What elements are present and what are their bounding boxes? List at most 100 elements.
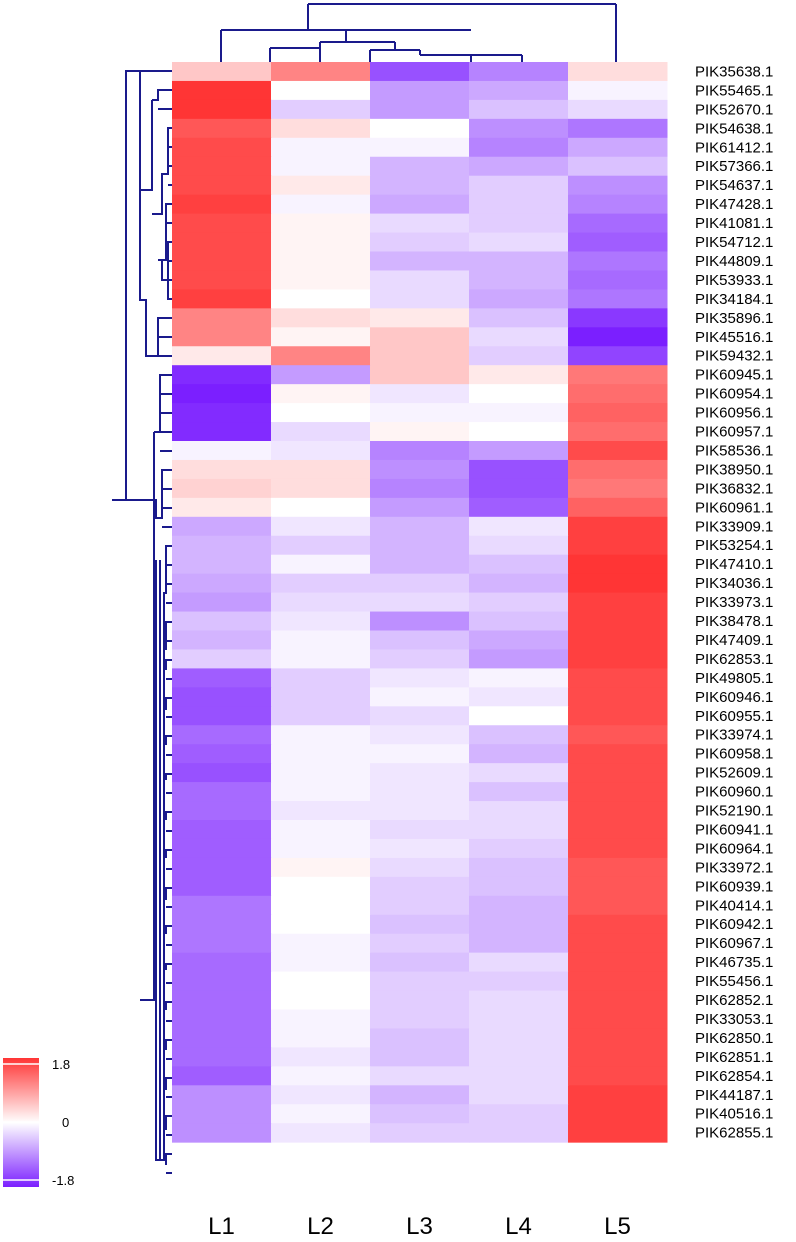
heatmap-cell: [469, 914, 569, 935]
heatmap-cell: [271, 213, 371, 234]
heatmap-cell: [172, 384, 272, 404]
heatmap-cell: [469, 270, 569, 290]
heatmap-cell: [568, 914, 668, 935]
heatmap-cell: [172, 1047, 272, 1067]
row-label: PIK49805.1: [695, 670, 773, 687]
heatmap-cell: [370, 687, 470, 707]
heatmap-cell: [370, 630, 470, 650]
heatmap-cell: [370, 801, 470, 821]
heatmap-cell: [172, 1028, 272, 1048]
row-label: PIK55465.1: [695, 82, 773, 99]
row-label: PIK60942.1: [695, 916, 773, 933]
heatmap-cell: [172, 516, 272, 537]
heatmap-cell: [271, 895, 371, 916]
row-label: PIK60939.1: [695, 878, 773, 895]
legend-label-max: 1.8: [52, 1057, 70, 1072]
heatmap-cell: [469, 251, 569, 271]
heatmap-cell: [568, 497, 668, 518]
heatmap-cell: [469, 857, 569, 878]
heatmap-cell: [370, 175, 470, 196]
row-label: PIK60967.1: [695, 935, 773, 952]
heatmap-cell: [469, 611, 569, 631]
dendrogram-branch: [126, 432, 155, 501]
heatmap-cell: [172, 1066, 272, 1086]
heatmap-cell: [469, 801, 569, 821]
color-scale-legend: 1.8 0 -1.8: [3, 1057, 74, 1188]
row-label: PIK47428.1: [695, 196, 773, 213]
heatmap-cell: [271, 630, 371, 650]
heatmap-cell: [271, 516, 371, 537]
heatmap-cell: [271, 1123, 371, 1143]
column-dendrogram: [220, 3, 617, 62]
dendrogram-branch: [139, 71, 153, 191]
heatmap-cell: [469, 62, 569, 82]
heatmap-cell: [271, 952, 371, 973]
row-label: PIK60957.1: [695, 424, 773, 441]
heatmap-cell: [568, 706, 668, 726]
row-label: PIK35896.1: [695, 310, 773, 327]
column-labels: L1 L2 L3 L4 L5: [208, 1213, 631, 1240]
heatmap-cell: [568, 535, 668, 556]
heatmap-cell: [271, 156, 371, 177]
heatmap-cell: [370, 611, 470, 631]
row-label: PIK34036.1: [695, 575, 773, 592]
heatmap-cell: [469, 422, 569, 442]
heatmap-cell: [271, 725, 371, 745]
heatmap-cell: [172, 801, 272, 821]
row-label: PIK57366.1: [695, 158, 773, 175]
heatmap-cell: [271, 554, 371, 575]
heatmap-cell: [172, 251, 272, 271]
heatmap-cell: [568, 478, 668, 499]
heatmap-cell: [469, 971, 569, 992]
heatmap-cell: [469, 137, 569, 158]
heatmap-cell: [469, 592, 569, 613]
heatmap-cell: [469, 194, 569, 215]
heatmap-cell: [271, 403, 371, 423]
heatmap-cell: [271, 251, 371, 271]
heatmap-cell: [271, 706, 371, 726]
heatmap-cell: [271, 1104, 371, 1124]
row-label: PIK60954.1: [695, 386, 773, 403]
heatmap-cell: [469, 535, 569, 556]
heatmap-cell: [172, 270, 272, 290]
dendrogram-branch: [163, 545, 172, 680]
heatmap-cell: [469, 895, 569, 916]
heatmap-cell: [568, 289, 668, 309]
heatmap-cell: [370, 497, 470, 518]
heatmap-cell: [568, 308, 668, 328]
heatmap-cell: [172, 687, 272, 707]
row-label: PIK62852.1: [695, 992, 773, 1009]
heatmap-cell: [568, 80, 668, 101]
heatmap-cell: [271, 611, 371, 631]
heatmap-cell: [271, 838, 371, 859]
heatmap-cell: [469, 782, 569, 802]
heatmap-cell: [172, 194, 272, 215]
column-label: L5: [604, 1213, 631, 1240]
heatmap-cell: [370, 289, 470, 309]
row-label: PIK52670.1: [695, 101, 773, 118]
heatmap-cell: [172, 820, 272, 840]
heatmap-cell: [370, 1085, 470, 1105]
row-label: PIK60958.1: [695, 746, 773, 763]
row-label: PIK36832.1: [695, 480, 773, 497]
heatmap-cell: [568, 251, 668, 271]
heatmap-cell: [568, 763, 668, 783]
heatmap-cell: [568, 459, 668, 480]
heatmap-cell: [271, 933, 371, 954]
row-label: PIK52190.1: [695, 803, 773, 820]
heatmap-cell: [172, 876, 272, 897]
heatmap-cell: [271, 441, 371, 461]
row-label: PIK62853.1: [695, 651, 773, 668]
heatmap-cell: [568, 270, 668, 290]
heatmap-cell: [568, 213, 668, 234]
row-label: PIK34184.1: [695, 291, 773, 308]
row-label: PIK53254.1: [695, 537, 773, 554]
heatmap-cell: [271, 990, 371, 1010]
heatmap-cell: [172, 403, 272, 423]
heatmap-cell: [370, 213, 470, 234]
row-label: PIK60964.1: [695, 840, 773, 857]
heatmap-cell: [271, 876, 371, 897]
heatmap-cell: [271, 365, 371, 385]
heatmap-cell: [370, 649, 470, 669]
heatmap-cell: [271, 668, 371, 688]
